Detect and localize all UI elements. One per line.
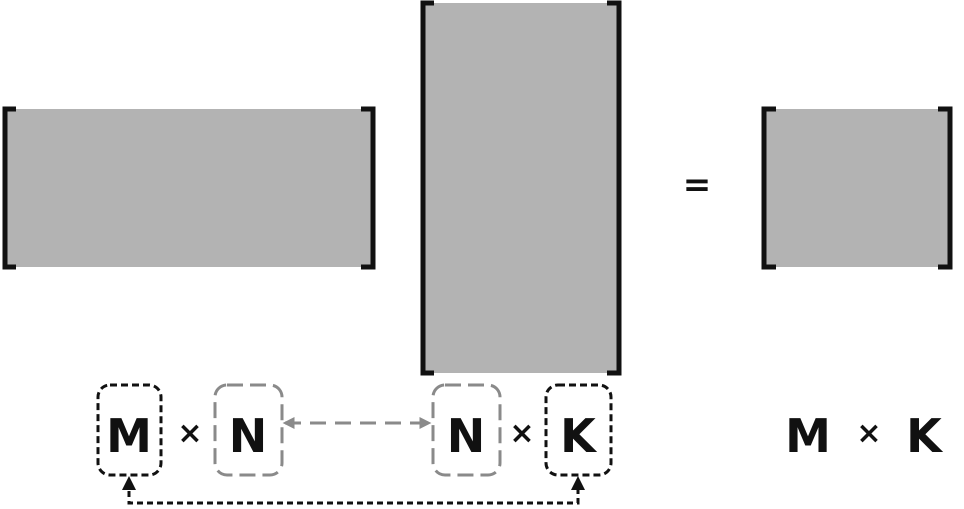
matrix-b-right-bracket [607,0,622,376]
result-cols-label: K [906,409,944,463]
outer-dimension-connector [127,481,580,505]
result-matrix [761,106,953,270]
b-times-sign: × [509,416,534,451]
matrix-b [420,0,622,376]
b-rows-label: N [447,409,486,463]
a-cols-highlight-box [213,383,284,477]
a-cols-label: N [229,409,268,463]
matrix-a-body [6,109,373,267]
b-cols-highlight-box [544,383,613,477]
a-rows-label: M [106,409,152,463]
a-times-sign: × [177,416,202,451]
outer-arrowhead-left [122,476,136,490]
result-matrix-right-bracket [938,106,953,270]
result-times-sign: × [856,416,881,451]
outer-arrowhead-right [571,476,585,490]
result-rows-label: M [785,409,831,463]
matrix-b-left-bracket [420,0,434,376]
a-rows-highlight-box [96,383,163,477]
b-cols-label: K [560,409,598,463]
b-rows-highlight-box [431,383,502,477]
matrix-a-left-bracket [2,106,16,270]
matrix-a-right-bracket [361,106,376,270]
result-matrix-left-bracket [761,106,776,270]
matrix-b-body [424,3,618,373]
result-matrix-body [765,109,949,267]
equals-sign: = [683,165,712,205]
matrix-a [2,106,376,270]
